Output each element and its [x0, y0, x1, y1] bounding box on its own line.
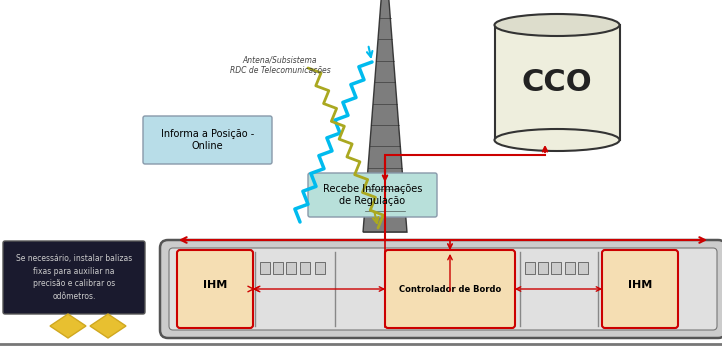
- FancyBboxPatch shape: [308, 173, 437, 217]
- FancyBboxPatch shape: [177, 250, 253, 328]
- Bar: [565, 262, 575, 274]
- Text: IHM: IHM: [203, 280, 227, 290]
- FancyBboxPatch shape: [602, 250, 678, 328]
- Text: Controlador de Bordo: Controlador de Bordo: [399, 284, 501, 293]
- Text: Antena/Subsistema
RDC de Telecomunicações: Antena/Subsistema RDC de Telecomunicaçõe…: [230, 55, 331, 75]
- FancyBboxPatch shape: [143, 116, 272, 164]
- Ellipse shape: [495, 14, 619, 36]
- FancyBboxPatch shape: [385, 250, 515, 328]
- Bar: [538, 262, 548, 274]
- Text: Se necessário, instalar balizas
fixas para auxiliar na
precisão e calibrar os
od: Se necessário, instalar balizas fixas pa…: [16, 254, 132, 301]
- Polygon shape: [363, 0, 407, 232]
- Text: Informa a Posição -
Online: Informa a Posição - Online: [161, 129, 254, 151]
- Bar: [273, 262, 283, 274]
- FancyBboxPatch shape: [169, 248, 717, 330]
- FancyBboxPatch shape: [160, 240, 722, 338]
- Bar: [525, 262, 535, 274]
- Bar: [495, 25, 619, 140]
- Polygon shape: [90, 314, 126, 338]
- Text: IHM: IHM: [628, 280, 652, 290]
- Bar: [260, 262, 270, 274]
- Bar: [286, 262, 296, 274]
- Bar: [315, 262, 325, 274]
- Bar: [578, 262, 588, 274]
- Text: CCO: CCO: [522, 68, 592, 97]
- Bar: [551, 262, 561, 274]
- Ellipse shape: [495, 129, 619, 151]
- Polygon shape: [50, 314, 86, 338]
- FancyBboxPatch shape: [3, 241, 145, 314]
- Bar: [300, 262, 310, 274]
- Text: Recebe Informações
de Regulação: Recebe Informações de Regulação: [323, 184, 422, 206]
